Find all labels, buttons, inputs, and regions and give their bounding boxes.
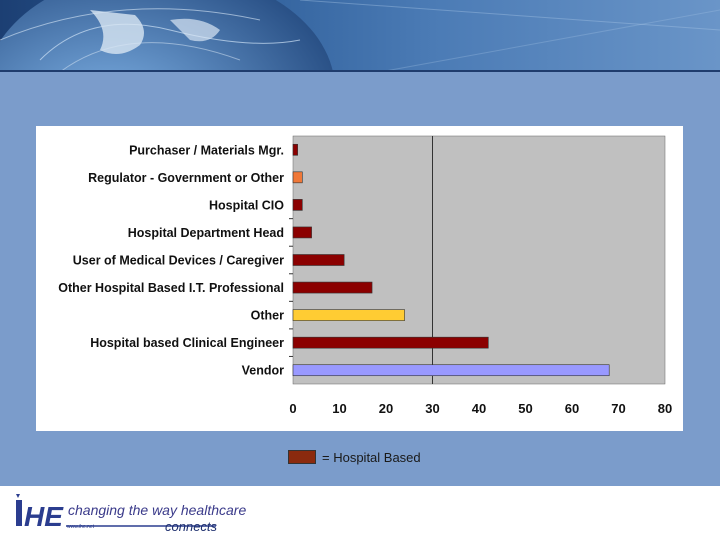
header-banner	[0, 0, 720, 72]
x-tick-label-80: 80	[658, 401, 672, 416]
category-label-1: Regulator - Government or Other	[88, 171, 284, 185]
bar-0	[292, 143, 298, 156]
category-label-0: Purchaser / Materials Mgr.	[129, 143, 284, 157]
category-label-4: User of Medical Devices / Caregiver	[73, 254, 284, 268]
footer: HE changing the way healthcare connects …	[0, 486, 720, 540]
x-tick-label-40: 40	[472, 401, 486, 416]
legend-label: = Hospital Based	[322, 449, 421, 465]
category-label-5: Other Hospital Based I.T. Professional	[58, 281, 284, 295]
x-tick-label-20: 20	[379, 401, 393, 416]
bar-7	[292, 336, 489, 349]
chart-panel: Purchaser / Materials Mgr. Regulator - Go…	[36, 126, 683, 431]
bar-3	[292, 226, 312, 239]
category-label-8: Vendor	[242, 364, 285, 378]
x-tick-label-70: 70	[611, 401, 625, 416]
bar-chart: Purchaser / Materials Mgr. Regulator - Go…	[58, 135, 672, 416]
category-label-6: Other	[251, 309, 284, 323]
svg-text:HE: HE	[24, 501, 64, 532]
footer-tagline: changing the way healthcare	[68, 502, 247, 518]
ihe-logo: HE	[16, 494, 216, 532]
category-label-3: Hospital Department Head	[128, 226, 284, 240]
chart-legend: = Hospital Based	[288, 449, 421, 465]
x-tick-label-10: 10	[332, 401, 346, 416]
bar-6	[292, 309, 405, 321]
bar-5	[292, 281, 373, 294]
category-label-7: Hospital based Clinical Engineer	[90, 336, 284, 350]
bar-4	[292, 254, 345, 266]
category-label-2: Hospital CIO	[209, 198, 284, 212]
footer-tagline-connects: connects	[165, 519, 218, 534]
bar-8	[292, 364, 610, 377]
header-divider	[0, 70, 720, 72]
bar-2	[292, 199, 303, 211]
globe-graphic	[0, 0, 720, 72]
x-tick-label-50: 50	[518, 401, 532, 416]
footer-url: www.ihe.net	[67, 524, 94, 530]
x-tick-label-30: 30	[425, 401, 439, 416]
x-tick-label-0: 0	[289, 401, 296, 416]
legend-swatch	[288, 450, 316, 464]
x-tick-label-60: 60	[565, 401, 579, 416]
bar-1	[292, 171, 303, 184]
